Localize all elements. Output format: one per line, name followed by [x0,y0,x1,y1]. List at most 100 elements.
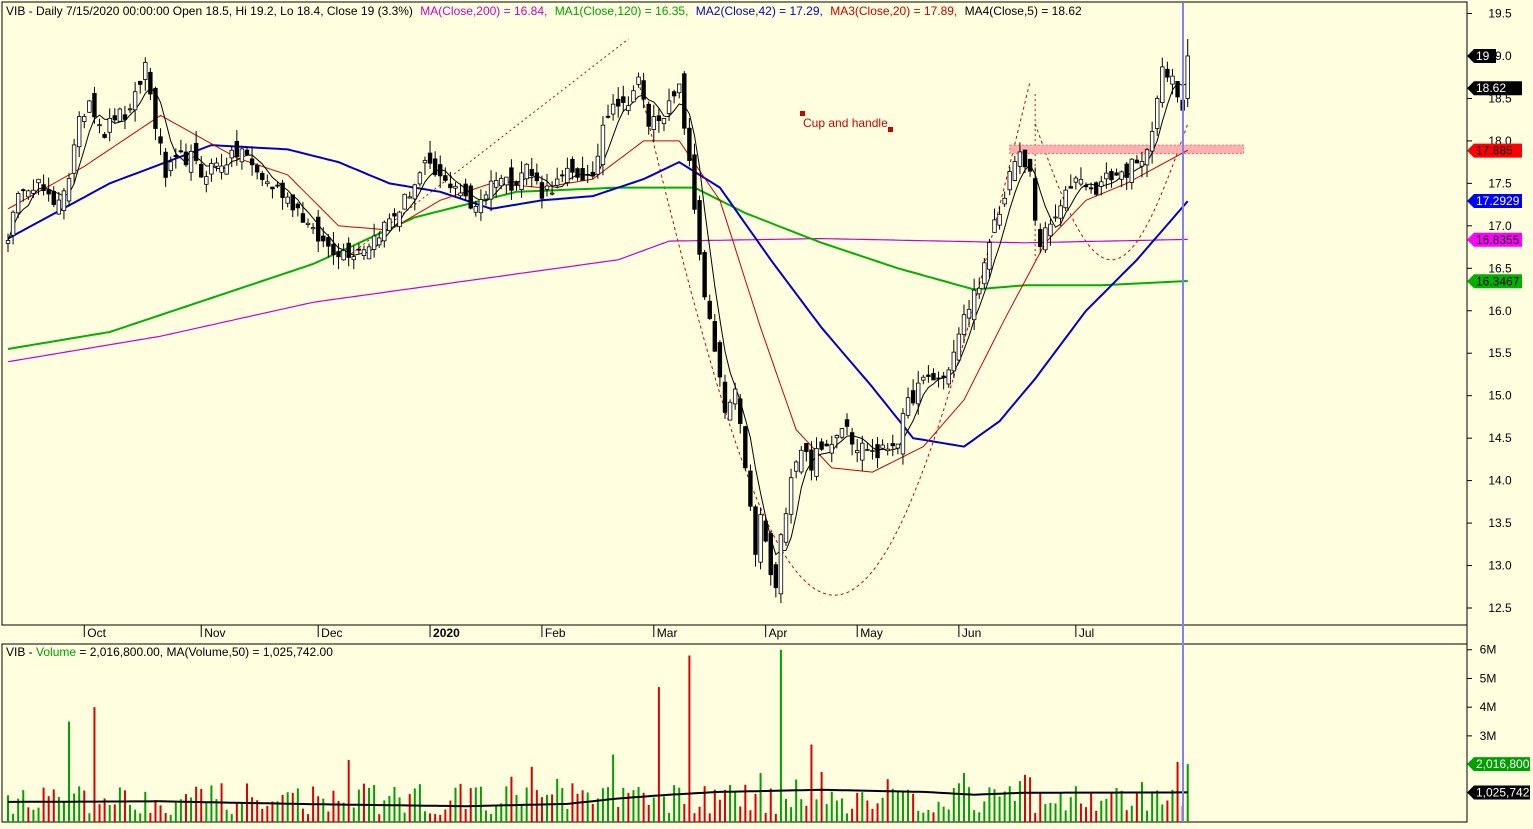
volume-bar [271,801,274,822]
candle-body [76,116,82,148]
volume-bar [1161,804,1164,822]
candle-body [417,172,423,185]
volume-bar [500,803,503,822]
candle-body [321,235,326,242]
candle-body [687,127,692,161]
candle-body [748,470,753,507]
candle-body [682,73,687,129]
candle-body [92,93,97,118]
volume-bar [1140,782,1143,822]
candle-body [1160,66,1165,104]
candle-body [763,520,768,542]
candle-body [132,91,138,111]
price-tick-label: 16.0 [1488,304,1512,318]
candle-body [621,96,626,103]
candle-body [315,216,321,242]
svg-text:VIB - Daily 7/15/2020 00:00:00: VIB - Daily 7/15/2020 00:00:00 Open 18.5… [6,4,1082,18]
candle-body [178,150,184,153]
volume-bar [378,814,381,822]
candle-body [971,289,977,321]
candle-body [453,185,458,189]
volume-bar [123,790,126,822]
axis-marker-label: 18.62 [1476,81,1506,95]
volume-bar [230,814,233,822]
volume-bar [62,801,65,822]
volume-bar [551,794,554,822]
month-label: Apr [769,626,788,640]
volume-bar [332,790,335,822]
candle-body [834,434,840,439]
annotation-marker-end [888,127,893,132]
candle-body [738,398,743,424]
volume-bar [749,810,752,822]
volume-bar [1146,810,1149,822]
volume-bar [698,806,701,822]
price-tick-label: 14.0 [1488,474,1512,488]
volume-bar [1008,786,1011,822]
candle-body [1109,171,1114,181]
volume-bar [73,793,76,822]
volume-bar [652,797,655,822]
volume-bar [469,788,472,822]
candle-body [788,477,794,515]
candle-body [651,116,656,130]
volume-bar [769,788,772,822]
candle-body [819,441,824,450]
candle-body [956,333,962,361]
volume-bar [901,791,904,822]
volume-bar [388,795,391,822]
candle-body [743,426,748,469]
candle-body [529,169,534,176]
candle-body [407,196,412,199]
candle-body [305,222,311,225]
cup-outline [638,81,1031,596]
volume-bar [708,813,711,822]
volume-bar [800,799,803,822]
candle-body [875,444,880,459]
price-tick-label: 12.5 [1488,601,1512,615]
volume-bar [83,790,86,822]
volume-bar [154,800,157,822]
candle-body [656,115,662,122]
volume-bar [129,804,132,822]
volume-bar [846,813,849,822]
volume-bar [876,803,879,822]
volume-bar [723,789,726,822]
candle-body [122,114,128,120]
volume-bar [118,787,121,822]
volume-bar [357,789,360,822]
candle-body [1017,151,1023,167]
volume-bar [881,797,884,822]
candle-body [310,227,316,230]
volume-bar [734,791,737,822]
volume-bar [1039,792,1042,822]
candle-body [493,180,499,188]
volume-bar [113,804,116,822]
volume-bar [7,795,9,822]
volume-bar [993,789,996,822]
axis-marker: 1,025,742 [1467,785,1530,800]
volume-bar [266,805,269,822]
volume-bar [1130,805,1133,822]
volume-bar [581,790,584,822]
volume-bar [423,811,426,822]
month-label: Jul [1079,626,1094,640]
volume-bar [678,787,681,822]
volume-bar [444,809,447,822]
axis-marker: 16.3467 [1467,274,1522,289]
candle-body [5,240,11,244]
volume-symbol: VIB - [6,645,36,659]
candle-body [580,168,585,181]
candle-body [163,151,168,178]
volume-bar [1034,813,1037,822]
candle-body [102,134,107,138]
volume-bar [93,707,96,822]
volume-bar [251,797,254,822]
volume-bar [347,760,350,822]
volume-bar [1156,790,1159,822]
candle-body [600,124,606,165]
volume-bar [149,812,152,822]
candle-body [1012,161,1018,181]
volume-bar [1003,791,1006,822]
